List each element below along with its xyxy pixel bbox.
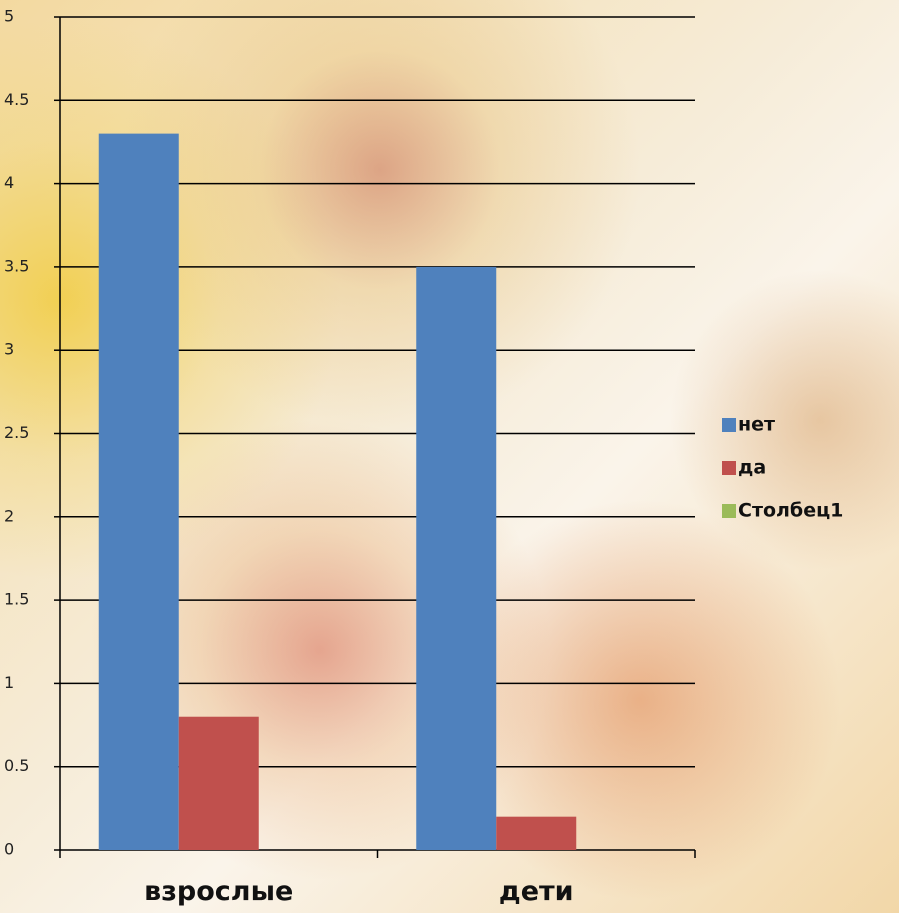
- y-tick-label: 5: [4, 7, 14, 26]
- y-tick-label: 2.5: [4, 423, 29, 442]
- y-tick-label: 0.5: [4, 756, 29, 775]
- y-tick-label: 3.5: [4, 256, 29, 275]
- x-tick-label: взрослые: [144, 876, 293, 907]
- legend-swatch: [722, 504, 736, 518]
- y-tick-label: 1.5: [4, 590, 29, 609]
- y-tick-label: 4: [4, 173, 14, 192]
- legend-label: да: [738, 457, 766, 479]
- bar: [178, 716, 259, 850]
- y-tick-label: 0: [4, 840, 14, 859]
- y-tick-label: 3: [4, 340, 14, 359]
- bar: [98, 133, 179, 850]
- legend-label: Столбец1: [738, 500, 843, 522]
- bar: [416, 266, 497, 850]
- legend-label: нет: [738, 414, 775, 436]
- y-tick-label: 4.5: [4, 90, 29, 109]
- legend-swatch: [722, 461, 736, 475]
- legend-swatch: [722, 418, 736, 432]
- x-tick-label: дети: [499, 876, 574, 907]
- y-tick-label: 2: [4, 506, 14, 525]
- y-tick-label: 1: [4, 673, 14, 692]
- bar: [496, 816, 577, 850]
